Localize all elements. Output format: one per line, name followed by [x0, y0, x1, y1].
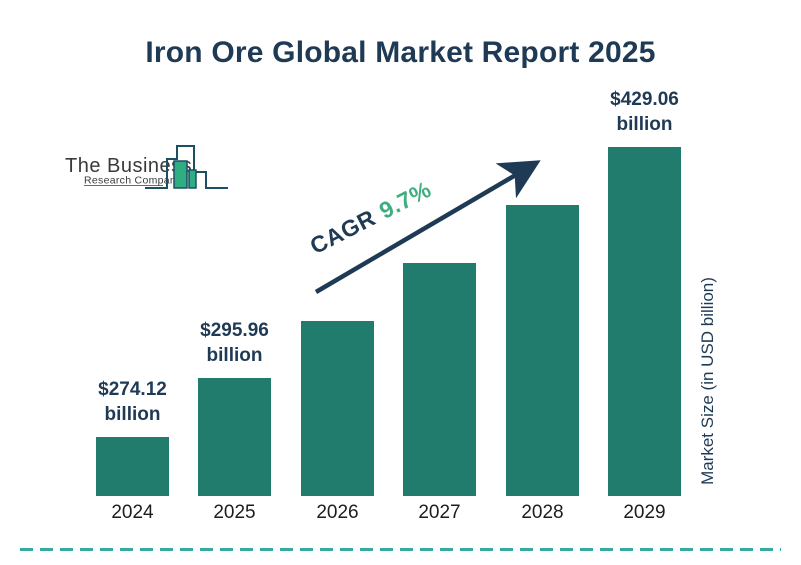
logo-text-line2: Research Company [84, 175, 182, 187]
logo-green-bar-small [188, 169, 197, 189]
bar-2024 [96, 437, 169, 496]
x-tick-2027: 2027 [418, 502, 461, 523]
value-label-2029: $429.06 billion [610, 89, 679, 135]
bar-2028 [506, 205, 579, 496]
bar-2027 [403, 263, 476, 496]
x-tick-2026: 2026 [316, 502, 359, 523]
x-tick-2024: 2024 [111, 502, 154, 523]
logo-skyline-icon [145, 145, 228, 189]
y-axis-label: Market Size (in USD billion) [698, 277, 717, 485]
bar-2025 [198, 378, 271, 496]
bar-2029 [608, 147, 681, 496]
value-label-2024: $274.12 billion [98, 379, 167, 425]
x-tick-2029: 2029 [623, 502, 666, 523]
logo-text-line1: The Business [65, 155, 192, 177]
bar-2026 [301, 321, 374, 496]
value-label-2025: $295.96 billion [200, 320, 269, 366]
chart-title: Iron Ore Global Market Report 2025 [145, 36, 656, 69]
x-tick-2028: 2028 [521, 502, 564, 523]
company-logo: The Business Research Company [65, 145, 228, 189]
logo-green-bar-large [173, 160, 188, 189]
bottom-dashed-divider [20, 548, 781, 551]
x-tick-2025: 2025 [213, 502, 256, 523]
